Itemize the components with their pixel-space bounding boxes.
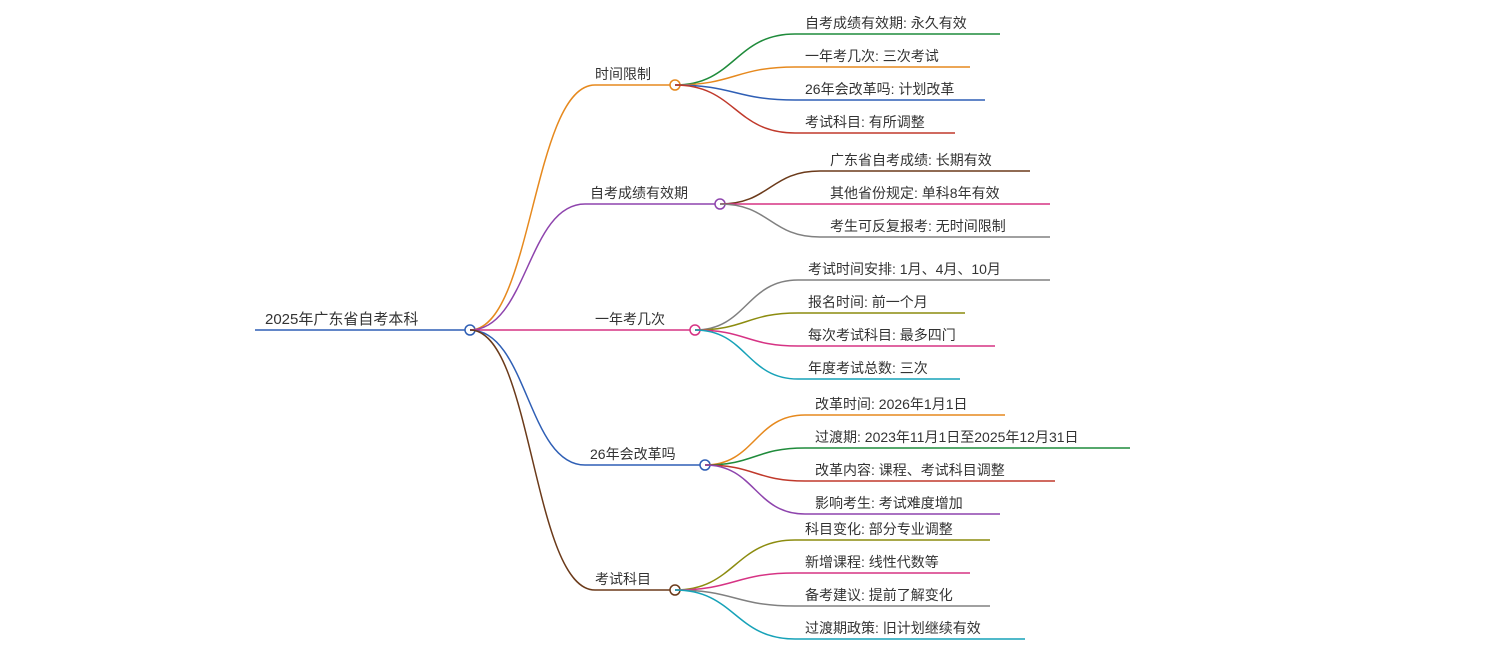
leaf-label: 考试科目: 有所调整 xyxy=(805,114,925,130)
leaf-label: 科目变化: 部分专业调整 xyxy=(805,521,953,537)
leaf-label: 考试时间安排: 1月、4月、10月 xyxy=(808,261,1001,277)
leaf-edge xyxy=(675,67,795,85)
leaf-label: 考生可反复报考: 无时间限制 xyxy=(830,218,1006,234)
leaf-label: 其他省份规定: 单科8年有效 xyxy=(830,185,1000,201)
leaf-edge xyxy=(705,415,805,465)
leaf-edge xyxy=(720,204,820,237)
branch-edge xyxy=(470,204,585,330)
mindmap-canvas: 2025年广东省自考本科 时间限制 自考成绩有效期: 永久有效一年考几次: 三次考试… xyxy=(0,0,1488,662)
leaf-edge xyxy=(695,313,798,330)
leaf-label: 自考成绩有效期: 永久有效 xyxy=(805,15,967,31)
leaf-label: 年度考试总数: 三次 xyxy=(808,360,928,376)
leaf-label: 一年考几次: 三次考试 xyxy=(805,48,939,64)
branch-label: 时间限制 xyxy=(595,66,651,82)
leaf-edge xyxy=(675,573,795,590)
leaf-label: 报名时间: 前一个月 xyxy=(808,294,928,310)
branch-edge xyxy=(470,330,585,465)
root-label: 2025年广东省自考本科 xyxy=(265,311,418,328)
leaf-label: 广东省自考成绩: 长期有效 xyxy=(830,152,992,168)
leaf-label: 过渡期: 2023年11月1日至2025年12月31日 xyxy=(815,429,1079,445)
leaf-label: 过渡期政策: 旧计划继续有效 xyxy=(805,620,981,636)
leaf-label: 备考建议: 提前了解变化 xyxy=(805,587,953,603)
branch-label: 一年考几次 xyxy=(595,311,665,327)
leaf-label: 改革内容: 课程、考试科目调整 xyxy=(815,462,1005,478)
leaf-label: 改革时间: 2026年1月1日 xyxy=(815,396,968,412)
leaf-edge xyxy=(675,34,795,85)
branch-edge xyxy=(470,330,595,590)
branch-label: 考试科目 xyxy=(595,571,651,587)
leaf-edge xyxy=(705,448,805,465)
leaf-edge xyxy=(720,171,820,204)
branch-label: 自考成绩有效期 xyxy=(590,185,688,201)
leaf-label: 新增课程: 线性代数等 xyxy=(805,554,939,570)
branch-edge xyxy=(470,85,595,330)
branch-label: 26年会改革吗 xyxy=(590,446,676,462)
leaf-edge xyxy=(675,540,795,590)
leaf-edge xyxy=(695,280,798,330)
leaf-label: 每次考试科目: 最多四门 xyxy=(808,327,956,343)
leaf-label: 影响考生: 考试难度增加 xyxy=(815,495,963,511)
leaf-label: 26年会改革吗: 计划改革 xyxy=(805,81,954,97)
